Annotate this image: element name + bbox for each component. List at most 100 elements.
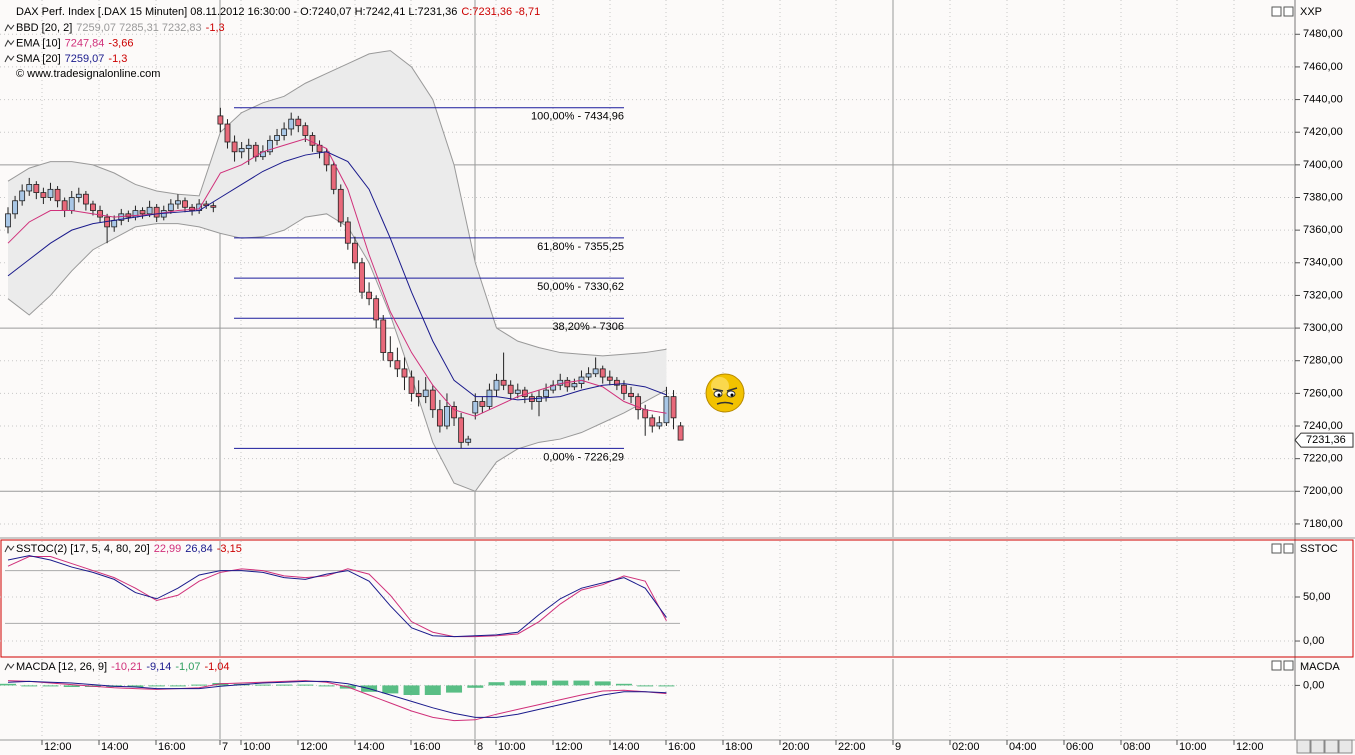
scroll-button[interactable] bbox=[1296, 739, 1311, 754]
smiley-shine bbox=[711, 377, 729, 395]
scroll-button[interactable] bbox=[1338, 739, 1353, 754]
band-lower bbox=[7, 213, 667, 492]
series-line bbox=[7, 680, 667, 722]
candle-body bbox=[599, 368, 606, 378]
x-tick-label: 18:00 bbox=[725, 741, 753, 753]
candle-body bbox=[564, 379, 571, 388]
candle-body bbox=[677, 425, 684, 441]
legend-name: EMA [10] bbox=[16, 37, 61, 49]
histogram-bar bbox=[382, 685, 399, 694]
candle-body bbox=[82, 193, 89, 205]
histogram-bar bbox=[552, 680, 569, 686]
label-layer: DAX Perf. Index [.DAX 15 Minuten] 08.11.… bbox=[4, 6, 1354, 754]
candle-body bbox=[649, 417, 656, 427]
x-tick-label: 14:00 bbox=[357, 741, 385, 753]
legend-icon bbox=[4, 24, 15, 32]
histogram-bar bbox=[573, 680, 590, 686]
candle-body bbox=[267, 139, 273, 153]
x-tick-label: 14:00 bbox=[612, 741, 640, 753]
panel-button[interactable] bbox=[1283, 543, 1294, 554]
panel-button[interactable] bbox=[1271, 660, 1282, 671]
histogram-bar bbox=[403, 685, 420, 695]
panel-button[interactable] bbox=[1271, 543, 1282, 554]
axis-title: SSTOC bbox=[1300, 543, 1338, 555]
candle-body bbox=[12, 200, 18, 215]
x-tick-label: 08:00 bbox=[1123, 741, 1151, 753]
fib-label: 100,00% - 7434,96 bbox=[531, 111, 624, 123]
legend-name: MACDA [12, 26, 9] bbox=[16, 661, 107, 673]
legend: EMA [10] 7247,84 -3,66 bbox=[16, 37, 133, 49]
y-tick-label: 7480,00 bbox=[1303, 28, 1343, 40]
legend-readout: 7259,07 bbox=[65, 53, 105, 65]
candle-body bbox=[5, 213, 11, 228]
y-tick-label: 7440,00 bbox=[1303, 93, 1343, 105]
candle-body bbox=[451, 406, 457, 419]
candle-body bbox=[387, 352, 394, 362]
candle-body bbox=[408, 376, 415, 394]
candle-body bbox=[153, 206, 160, 218]
band-upper bbox=[7, 50, 667, 357]
candle-body bbox=[472, 401, 479, 414]
candle-body bbox=[245, 144, 252, 149]
scroll-button[interactable] bbox=[1324, 739, 1339, 754]
histogram-bar bbox=[446, 685, 463, 693]
scroll-button[interactable] bbox=[1310, 739, 1325, 754]
histogram-bar bbox=[594, 681, 611, 686]
x-tick-label: 10:00 bbox=[1179, 741, 1207, 753]
candle-body bbox=[288, 118, 295, 130]
panel-button[interactable] bbox=[1283, 6, 1294, 17]
candle-body bbox=[635, 396, 642, 411]
candle-body bbox=[111, 219, 118, 228]
candle-body bbox=[663, 396, 670, 424]
indicator-line bbox=[7, 138, 667, 417]
legend-icon bbox=[4, 545, 15, 553]
candle-body bbox=[500, 379, 507, 386]
candle-body bbox=[26, 184, 33, 192]
x-tick-label: 12:00 bbox=[300, 741, 328, 753]
candle-body bbox=[210, 205, 217, 208]
y-tick-label: 7300,00 bbox=[1303, 322, 1343, 334]
candle-body bbox=[54, 188, 61, 202]
candle-body bbox=[642, 409, 649, 419]
legend-readout: -3,66 bbox=[108, 37, 133, 49]
candle-body bbox=[352, 242, 358, 264]
candle-body bbox=[536, 396, 542, 402]
candle-body bbox=[238, 148, 245, 153]
histogram-bar bbox=[637, 685, 654, 687]
legend-readout: -1,04 bbox=[204, 661, 229, 673]
legend-readout: 22,99 bbox=[154, 543, 182, 555]
candle-body bbox=[359, 262, 365, 293]
panel-button[interactable] bbox=[1271, 6, 1282, 17]
candle-body bbox=[33, 184, 40, 194]
candle-body bbox=[337, 188, 344, 223]
histogram-bar bbox=[509, 680, 526, 686]
candle-body bbox=[19, 190, 26, 202]
legend-readout: -1,3 bbox=[108, 53, 127, 65]
y-tick-label: 7260,00 bbox=[1303, 387, 1343, 399]
x-tick-label: 14:00 bbox=[101, 741, 129, 753]
candle-body bbox=[224, 123, 231, 143]
legend-readout: 7247,84 bbox=[65, 37, 105, 49]
candle-body bbox=[401, 368, 408, 378]
candle-body bbox=[436, 409, 443, 427]
histogram-bar bbox=[297, 684, 314, 686]
indicator-line bbox=[7, 151, 667, 401]
legend-icon bbox=[4, 663, 15, 671]
legend: SMA [20] 7259,07 -1,3 bbox=[16, 53, 127, 65]
candle-body bbox=[146, 206, 153, 215]
y-tick-label: 7200,00 bbox=[1303, 485, 1343, 497]
histogram-bar bbox=[0, 683, 16, 686]
candle-body bbox=[167, 203, 174, 211]
candle-body bbox=[344, 221, 351, 244]
candle-body bbox=[90, 203, 96, 211]
y-tick-label: 7320,00 bbox=[1303, 289, 1343, 301]
panel-button[interactable] bbox=[1283, 660, 1294, 671]
x-tick-label: 16:00 bbox=[413, 741, 441, 753]
histogram-bar bbox=[127, 685, 144, 687]
axis-title: XXP bbox=[1300, 6, 1322, 18]
candle-body bbox=[217, 115, 224, 125]
histogram-bar bbox=[21, 685, 38, 687]
legend-readout: 7259,07 7285,31 7232,83 bbox=[76, 22, 201, 34]
histogram-bar bbox=[191, 684, 208, 686]
